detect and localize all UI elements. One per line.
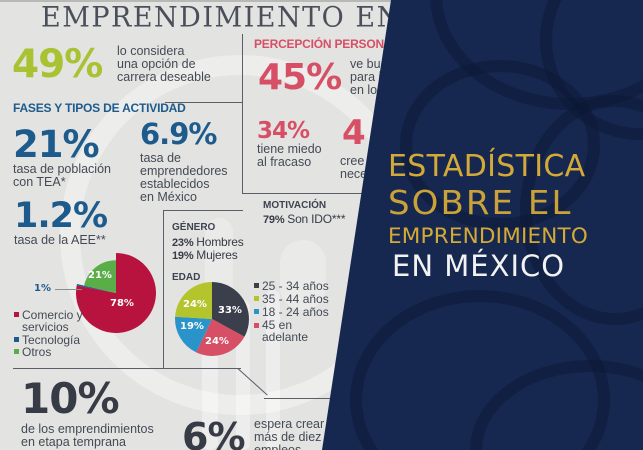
headline-line3: EMPRENDIMIENTO [388, 224, 589, 249]
established-text: tasa de emprendedores establecidos en Mé… [140, 151, 228, 204]
age-label-45: 24% [205, 336, 229, 347]
legend-otros: Otros [14, 346, 51, 358]
divider-gender-left [163, 210, 164, 368]
legend-swatch-blue [14, 337, 19, 342]
perception-header: PERCEPCIÓN PERSONAL [254, 37, 400, 51]
legend-swatch-red [14, 312, 19, 317]
aee-percent: 1.2% [14, 196, 108, 236]
fear-percent: 34% [257, 118, 310, 144]
jobs-percent: 6% [182, 415, 246, 450]
legend-45: 45 en adelante [254, 319, 308, 343]
legend-tecnologia: Tecnología [14, 334, 80, 346]
legend-swatch-blue [254, 309, 259, 314]
activity-pie-chart [75, 253, 156, 333]
early-stage-percent: 10% [21, 374, 120, 423]
tea-text: tasa de población con TEA* [13, 162, 111, 189]
page-title: EMPRENDIMIENTO EN M [41, 1, 441, 34]
headline-line1: ESTADÍSTICA [388, 149, 586, 184]
divider-bottom-right [264, 398, 334, 399]
career-text: lo considera una opción de carrera desea… [117, 44, 211, 84]
pie-label-otros: 21% [88, 270, 112, 281]
legend-swatch-green [14, 349, 19, 354]
motivation-header: MOTIVACIÓN [263, 200, 327, 211]
legend-comercio: Comercio y servicios [14, 309, 92, 333]
age-header: EDAD [172, 272, 201, 283]
top-border [0, 0, 643, 2]
divider-fases-top [165, 102, 243, 103]
divider-diagonal [237, 368, 268, 396]
pie-label-tecnologia: 1% [34, 283, 51, 294]
gender-men: 23% Hombres [172, 235, 244, 249]
good-percent: 45% [258, 57, 342, 98]
career-percent: 49% [12, 42, 103, 87]
motivation-value: 79% Son IDO*** [263, 212, 346, 226]
tea-percent: 21% [13, 123, 100, 166]
pie-leader-line [55, 289, 82, 290]
legend-25-34: 25 - 34 años [254, 280, 329, 292]
believe-text: cree nece [340, 154, 368, 181]
pie-label-comercio: 78% [110, 298, 134, 309]
legend-18-24: 18 - 24 años [254, 306, 329, 318]
early-stage-text: de los emprendimientos en etapa temprana [21, 422, 154, 449]
headline-line4: EN MÉXICO [392, 249, 566, 283]
headline-line2: SOBRE EL [388, 183, 573, 222]
fases-header: FASES Y TIPOS DE ACTIVIDAD [13, 101, 186, 115]
divider-gender-top [163, 210, 243, 211]
legend-swatch-red [254, 323, 259, 328]
age-label-18-24: 19% [180, 321, 204, 332]
divider-vertical-top [242, 34, 243, 102]
jobs-text: espera crear más de diez empleos [254, 417, 325, 450]
believe-percent: 4 [342, 113, 366, 153]
legend-35-44: 35 - 44 años [254, 293, 329, 305]
gender-header: GÉNERO [172, 222, 216, 233]
aee-text: tasa de la AEE** [14, 233, 106, 247]
fear-text: tiene miedo al fracaso [257, 142, 322, 169]
legend-swatch-dark [254, 283, 259, 288]
divider-bottom [13, 368, 241, 369]
established-percent: 6.9% [140, 117, 217, 151]
legend-swatch-green [254, 296, 259, 301]
divider-fases-right [242, 102, 243, 194]
divider-motivation-top [242, 193, 362, 194]
age-pie-chart [175, 282, 249, 356]
gender-women: 19% Mujeres [172, 248, 238, 262]
age-label-35-44: 24% [183, 299, 207, 310]
age-label-25-34: 33% [218, 305, 242, 316]
